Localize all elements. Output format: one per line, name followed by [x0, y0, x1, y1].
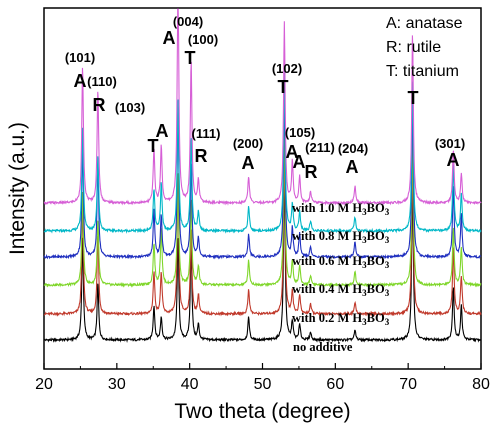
peak-phase-label: A: [286, 142, 299, 162]
peak-hkl-label: (100): [188, 32, 218, 47]
x-tick-label: 80: [472, 376, 490, 393]
series-labels: no additive with 0.2 M H3BO3 with 0.4 M H3…: [292, 201, 390, 354]
legend-entry: R: rutile: [386, 39, 441, 56]
peak-phase-label: A: [293, 152, 306, 172]
series-line: [43, 143, 482, 317]
peak-phase-label: T: [185, 48, 196, 68]
series-label: with 0.8 M H3BO3: [292, 229, 390, 245]
x-tick-label: 30: [108, 376, 126, 393]
series-label: with 0.2 M H3BO3: [292, 311, 390, 327]
x-axis-label: Two theta (degree): [174, 400, 350, 423]
series-label: with 1.0 M H3BO3: [292, 201, 390, 217]
legend: A: anatase R: rutile T: titanium: [386, 15, 463, 80]
series-line: [43, 168, 482, 343]
peak-phase-label: T: [148, 136, 159, 156]
series-label: with 0.4 M H3BO3: [292, 282, 390, 298]
peak-hkl-label: (111): [192, 126, 221, 141]
series-label: no additive: [293, 340, 353, 354]
peak-phase-label: A: [163, 28, 176, 48]
series-line: [43, 86, 482, 260]
x-tick-label: 40: [181, 376, 199, 393]
peak-hkl-label: (204): [338, 141, 368, 156]
peak-phase-label: R: [305, 162, 318, 182]
peak-annotations: (101)A (110)R (103)AT(004)A (100)T(111)R(20…: [65, 14, 465, 182]
peak-phase-label: R: [93, 95, 106, 115]
peak-phase-label: A: [242, 153, 255, 173]
series-line: [43, 122, 482, 289]
peak-phase-label: T: [278, 77, 289, 97]
peak-phase-label: R: [195, 146, 208, 166]
peak-hkl-label: (200): [233, 136, 263, 151]
x-tick-label: 50: [254, 376, 272, 393]
peak-phase-label: A: [346, 157, 359, 177]
peak-hkl-label: (211): [305, 140, 335, 155]
series-line: [43, 8, 482, 206]
series-label: with 0.6 M H3BO3: [292, 254, 390, 270]
peak-hkl-label: (101): [65, 50, 95, 65]
legend-entry: A: anatase: [386, 15, 463, 32]
peak-hkl-label: (301): [435, 136, 465, 151]
x-axis-ticks: 20 30 40 50 60 70 80: [35, 363, 490, 393]
x-tick-label: 70: [399, 376, 417, 393]
peak-hkl-label: (110): [87, 74, 117, 89]
peak-phase-label: A: [74, 71, 87, 91]
peak-phase-label: A: [156, 121, 169, 141]
x-tick-label: 60: [326, 376, 344, 393]
x-tick-label: 20: [35, 376, 53, 393]
peak-hkl-label: (105): [285, 125, 315, 140]
peak-hkl-label: (004): [173, 14, 203, 29]
peak-hkl-label: (103): [115, 100, 145, 115]
series-layer: [43, 8, 482, 343]
peak-phase-label: T: [408, 88, 419, 108]
series-line: [43, 68, 482, 234]
peak-phase-label: A: [447, 150, 460, 170]
peak-hkl-label: (102): [272, 61, 302, 76]
y-axis-label: Intensity (a.u.): [6, 122, 29, 255]
legend-entry: T: titanium: [386, 63, 459, 80]
